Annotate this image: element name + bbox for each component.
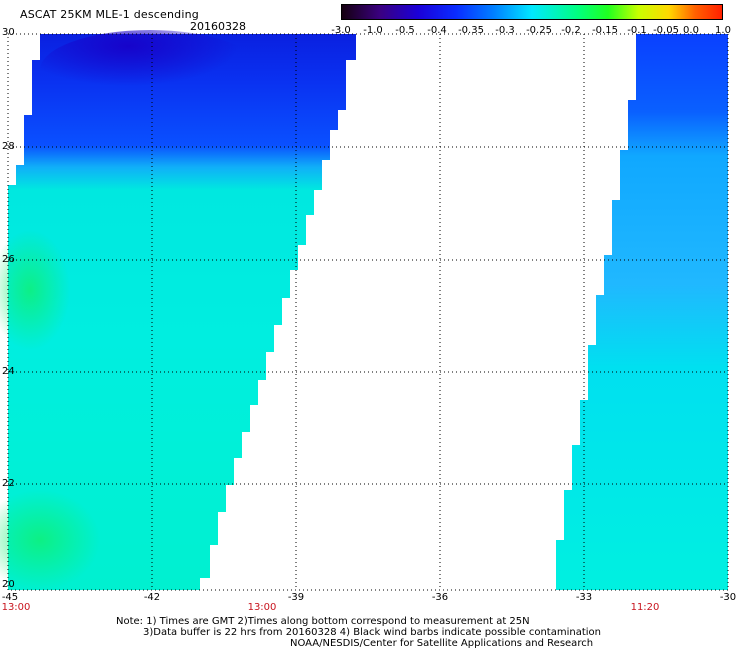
lon-label: -30 (719, 592, 737, 603)
footer-note: Note: 1) Times are GMT 2)Times along bot… (116, 616, 530, 627)
lat-label: 22 (2, 478, 15, 489)
map-date: 20160328 (190, 20, 246, 33)
colorbar-labels: -3.0 -1.0 -0.5 -0.4 -0.35 -0.3 -0.25 -0.… (331, 25, 731, 37)
lon-label: -39 (287, 592, 305, 603)
colorbar-label: -0.5 (395, 25, 415, 36)
map-title: ASCAT 25KM MLE-1 descending (20, 8, 199, 21)
lon-label: -36 (431, 592, 449, 603)
colorbar-label: -0.1 (627, 25, 647, 36)
colorbar-label: -0.3 (495, 25, 515, 36)
right-swath (556, 34, 728, 590)
footer-credit: NOAA/NESDIS/Center for Satellite Applica… (290, 638, 594, 649)
lat-label: 26 (2, 254, 15, 265)
colorbar-label: -3.0 (331, 25, 351, 36)
colorbar-label: -1.0 (363, 25, 383, 36)
time-label: 11:20 (630, 602, 660, 613)
colorbar-label: -0.25 (526, 25, 552, 36)
map-grid (8, 34, 728, 590)
lon-label: -42 (143, 592, 161, 603)
colorbar-label: -0.4 (427, 25, 447, 36)
left-swath (8, 34, 356, 590)
colorbar-label: 0.0 (683, 25, 699, 36)
lat-label: 20 (2, 579, 15, 590)
footer-note: 3)Data buffer is 22 hrs from 20160328 4)… (143, 627, 601, 638)
colorbar (341, 4, 723, 20)
time-label: 13:00 (1, 602, 31, 613)
colorbar-label: -0.05 (653, 25, 679, 36)
time-label: 13:00 (247, 602, 277, 613)
colorbar-label: -0.15 (592, 25, 618, 36)
deep-blue-region (40, 30, 260, 110)
lat-label: 28 (2, 141, 15, 152)
green-region (0, 490, 100, 590)
colorbar-label: 1.0 (715, 25, 731, 36)
lon-label: -33 (575, 592, 593, 603)
colorbar-label: -0.2 (561, 25, 581, 36)
map-frame (7, 33, 729, 591)
colorbar-label: -0.35 (458, 25, 484, 36)
lat-label: 24 (2, 366, 15, 377)
lon-label: -45 (1, 592, 19, 603)
lat-label: 30 (2, 27, 15, 38)
